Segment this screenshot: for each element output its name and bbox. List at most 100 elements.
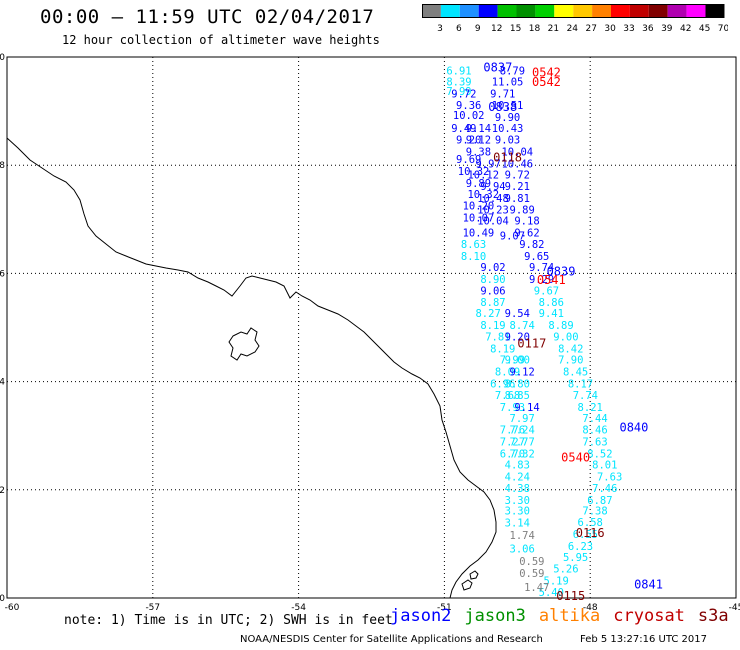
wave-height-label: 8.89 xyxy=(548,320,573,332)
legend-swatch xyxy=(516,4,536,18)
legend-tick-label: 36 xyxy=(642,24,654,34)
plot-frame xyxy=(6,56,737,599)
track-time-label: 0841 xyxy=(634,577,663,591)
wave-height-label: 5.19 xyxy=(544,575,569,587)
wave-height-label: 10.23 xyxy=(477,204,509,216)
y-tick-label: 0 xyxy=(0,594,5,604)
wave-height-label: 8.74 xyxy=(510,320,535,332)
x-tick-label: -60 xyxy=(5,603,20,613)
track-time-label: 0115 xyxy=(556,589,585,603)
track-time-label: 0542 xyxy=(532,65,561,79)
legend-swatch xyxy=(592,4,611,18)
legend-swatch xyxy=(478,4,498,18)
wave-height-label: 10.32 xyxy=(458,166,490,178)
track-time-label: 0540 xyxy=(561,451,590,465)
legend-swatch xyxy=(440,4,460,18)
wave-height-label: 10.51 xyxy=(492,100,524,112)
track-time-label: 0542 xyxy=(532,75,561,89)
wave-height-label: 8.17 xyxy=(568,379,593,391)
wave-height-label: 9.65 xyxy=(524,251,549,263)
legend-swatch xyxy=(554,4,574,18)
credit-timestamp: Feb 5 13:27:16 UTC 2017 xyxy=(580,634,707,645)
wave-height-label: 7.77 xyxy=(510,436,535,448)
satellite-legend: jason2 jason3 altika cryosat s3a xyxy=(390,606,740,626)
track-time-label: 0117 xyxy=(517,337,546,351)
satellite-label: jason3 xyxy=(464,606,526,626)
wave-height-label: 7.76 xyxy=(500,425,525,437)
wave-height-label: 7.44 xyxy=(582,413,607,425)
credit-text: NOAA/NESDIS Center for Satellite Applica… xyxy=(240,634,543,645)
legend-tick-label: 45 xyxy=(699,24,710,34)
wave-height-label: 9.12 xyxy=(510,367,535,379)
wave-height-label: 9.21 xyxy=(505,181,530,193)
wave-height-label: 6.58 xyxy=(578,517,603,529)
legend-tick-label: 27 xyxy=(585,24,596,34)
wave-height-label: 7.81 xyxy=(485,331,510,343)
y-tick-label: 2 xyxy=(0,486,5,496)
wave-height-label: 7.63 xyxy=(597,472,622,484)
wave-height-label: 8.85 xyxy=(505,390,530,402)
wave-height-label: 1.47 xyxy=(524,582,549,594)
wave-height-label: 10.20 xyxy=(463,201,495,213)
wave-height-label: 10.48 xyxy=(477,193,509,205)
satellite-label: cryosat xyxy=(613,606,685,626)
wave-height-label: 9.38 xyxy=(466,146,491,158)
wave-height-label: 0.59 xyxy=(519,568,544,580)
wave-height-label: 7.93 xyxy=(500,402,525,414)
wave-height-label: 8.80 xyxy=(505,379,530,391)
wave-height-label: 9.06 xyxy=(480,285,505,297)
legend-tick-label: 3 xyxy=(437,24,443,34)
wave-height-label: 3.14 xyxy=(505,518,530,530)
wave-height-label: 7.63 xyxy=(582,436,607,448)
wave-height-label: 9.71 xyxy=(490,89,515,101)
wave-height-label: 5.26 xyxy=(553,564,578,576)
wave-height-label: 7.27 xyxy=(500,436,525,448)
wave-height-label: 9.72 xyxy=(451,89,476,101)
wave-height-label: 8.21 xyxy=(578,402,603,414)
wave-height-label: 7.90 xyxy=(558,355,583,367)
wave-height-label: 9.54 xyxy=(505,308,530,320)
wave-height-label: 10.49 xyxy=(463,228,495,240)
track-time-label: 0541 xyxy=(537,273,566,287)
wave-height-label: 8.10 xyxy=(461,251,486,263)
legend-tick-label: 9 xyxy=(475,24,481,34)
wave-height-label: 5.95 xyxy=(563,552,588,564)
wave-height-label: 9.07 xyxy=(500,230,525,242)
wave-height-label: 7.99 xyxy=(446,86,471,98)
y-tick-label: 10 xyxy=(0,53,5,63)
wave-height-label: 5.40 xyxy=(539,587,564,599)
y-tick-label: 8 xyxy=(0,161,5,171)
wave-height-label: 10.12 xyxy=(467,170,499,182)
legend-tick-label: 30 xyxy=(604,24,616,34)
wave-height-label: 7.99 xyxy=(500,355,525,367)
legend-tick-label: 6 xyxy=(456,24,462,34)
island-outline xyxy=(461,579,473,591)
wave-height-label: 9.14 xyxy=(514,402,539,414)
legend-swatch xyxy=(648,4,668,18)
wave-height-label: 6.91 xyxy=(446,65,471,77)
wave-height-label: 3.06 xyxy=(510,544,535,556)
wave-height-label: 8.79 xyxy=(500,65,525,77)
wave-height-label: 9.74 xyxy=(529,262,554,274)
wave-height-label: 9.14 xyxy=(466,123,491,135)
wave-height-label: 9.00 xyxy=(505,355,530,367)
track-time-label: 0838 xyxy=(488,100,517,114)
legend-frame xyxy=(422,4,725,18)
map-title: 00:00 – 11:59 UTC 02/04/2017 xyxy=(40,6,375,28)
wave-height-label: 6.55 xyxy=(573,529,598,541)
x-tick-label: -54 xyxy=(291,603,306,613)
legend-tick-label: 15 xyxy=(510,24,521,34)
wave-height-label: 8.01 xyxy=(592,460,617,472)
wave-height-label: 9.12 xyxy=(466,135,491,147)
legend-swatch xyxy=(629,4,649,18)
wave-height-label: 10.07 xyxy=(463,212,495,224)
wave-height-label: 7.74 xyxy=(573,390,598,402)
wave-height-label: 10.02 xyxy=(453,110,485,122)
wave-height-label: 3.30 xyxy=(505,495,530,507)
wave-height-label: 6.96 xyxy=(490,379,515,391)
wave-height-label: 7.46 xyxy=(592,483,617,495)
wave-height-label: 9.69 xyxy=(456,154,481,166)
wave-height-label: 9.18 xyxy=(514,216,539,228)
